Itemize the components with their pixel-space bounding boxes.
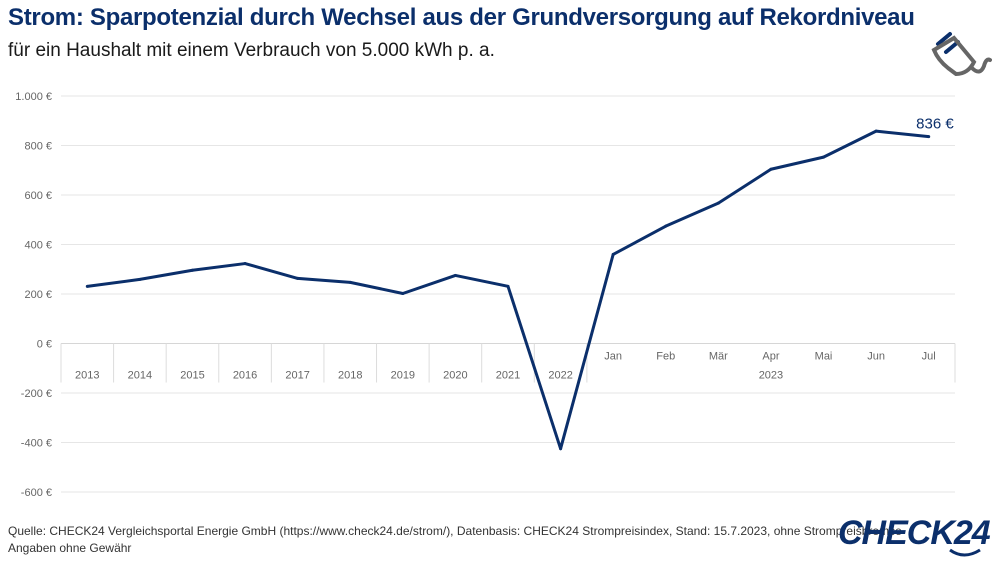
data-point: [611, 252, 615, 256]
data-point: [296, 276, 300, 280]
series-line: [87, 129, 929, 451]
x-group-label: 2023: [759, 370, 783, 382]
x-tick-label: 2020: [443, 370, 467, 382]
y-tick-label: 800 €: [24, 141, 52, 153]
data-point: [243, 262, 247, 266]
x-tick-label: 2021: [496, 370, 520, 382]
x-tick-label: 2015: [180, 370, 204, 382]
y-tick-label: -400 €: [21, 438, 52, 450]
data-point: [453, 273, 457, 277]
y-tick-label: -200 €: [21, 388, 52, 400]
data-point: [874, 129, 878, 133]
chart-title: Strom: Sparpotenzial durch Wechsel aus d…: [8, 4, 915, 31]
data-point: [716, 201, 720, 205]
x-tick-label: 2018: [338, 370, 362, 382]
x-tick-label: Jul: [922, 351, 936, 363]
data-point: [506, 284, 510, 288]
power-plug-icon: [931, 32, 992, 77]
data-point: [401, 292, 405, 296]
disclaimer-text: Angaben ohne Gewähr: [8, 541, 132, 555]
check24-logo: CHECK24: [838, 514, 992, 557]
line-chart: -600 € -400 € -200 € 0 € 200 € 400 € 600 € 800 …: [15, 91, 956, 499]
y-tick-label: 0 €: [37, 339, 52, 351]
x-tick-label: Feb: [656, 351, 675, 363]
data-point: [190, 268, 194, 272]
data-point: [348, 280, 352, 284]
x-tick-label: 2017: [285, 370, 309, 382]
x-tick-label: 2014: [128, 370, 152, 382]
data-label: 836 €: [916, 116, 954, 133]
x-tick-label: 2022: [548, 370, 572, 382]
x-tick-label: 2013: [75, 370, 99, 382]
source-note: Quelle: CHECK24 Vergleichsportal Energie…: [8, 523, 902, 557]
data-point: [85, 284, 89, 288]
data-point: [927, 135, 931, 139]
data-point: [559, 447, 563, 451]
y-tick-label: 1.000 €: [15, 91, 52, 103]
chart-subtitle: für ein Haushalt mit einem Verbrauch von…: [8, 40, 495, 61]
data-point: [822, 155, 826, 159]
x-tick-label: Apr: [762, 351, 779, 363]
x-tick-label: Mär: [709, 351, 728, 363]
svg-text:CHECK24: CHECK24: [838, 514, 991, 552]
y-tick-label: -600 €: [21, 487, 52, 499]
data-point: [138, 277, 142, 281]
x-tick-label: Mai: [815, 351, 833, 363]
y-tick-label: 400 €: [24, 240, 52, 252]
y-tick-label: 600 €: [24, 190, 52, 202]
y-tick-label: 200 €: [24, 289, 52, 301]
source-text: Quelle: CHECK24 Vergleichsportal Energie…: [8, 524, 902, 538]
x-tick-label: Jan: [604, 351, 622, 363]
x-tick-label: Jun: [867, 351, 885, 363]
x-tick-label: 2019: [391, 370, 415, 382]
x-tick-label: 2016: [233, 370, 257, 382]
data-point: [769, 167, 773, 171]
data-point: [664, 224, 668, 228]
